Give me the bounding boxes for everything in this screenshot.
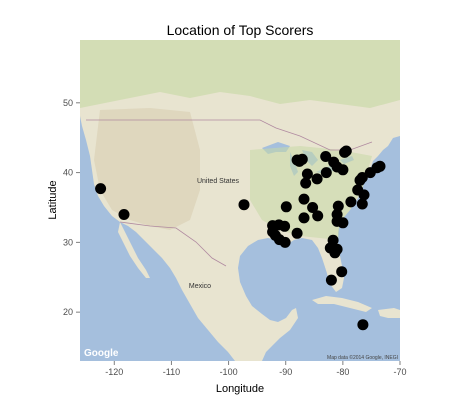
data-point [320, 167, 332, 179]
data-point [267, 226, 279, 238]
data-point [337, 217, 349, 229]
data-point [331, 243, 343, 255]
map-label-mexico: Mexico [189, 283, 211, 290]
data-point [356, 172, 368, 183]
data-point [374, 160, 386, 172]
data-point [357, 319, 369, 331]
vegetation-north [80, 40, 400, 108]
x-axis: -120 -110 -100 -90 -80 -70 [105, 361, 407, 377]
y-axis-title: Latitude [47, 180, 59, 219]
data-point [311, 173, 323, 185]
x-tick-label: -70 [393, 367, 406, 377]
map-label-united-states: United States [197, 178, 240, 185]
land-florida [318, 238, 342, 290]
data-point [95, 183, 107, 195]
x-tick-label: -120 [105, 367, 123, 377]
data-point [345, 196, 357, 208]
y-tick-label: 20 [63, 307, 73, 317]
x-tick-label: -90 [279, 367, 292, 377]
data-point [298, 212, 310, 224]
data-point [325, 274, 337, 286]
y-tick-label: 50 [63, 98, 73, 108]
x-tick-label: -100 [220, 367, 238, 377]
chart-title: Location of Top Scorers [167, 22, 314, 38]
x-tick-label: -110 [163, 367, 180, 377]
data-points [95, 145, 386, 331]
data-point [336, 266, 348, 278]
land-caribbean-islands [378, 308, 400, 318]
data-point [339, 146, 351, 158]
data-point [356, 198, 368, 210]
data-point [332, 200, 344, 212]
data-point [301, 168, 313, 180]
terrain-west [94, 108, 200, 230]
y-axis: 20 30 40 50 [63, 98, 80, 317]
data-point [352, 184, 364, 196]
y-tick-label: 30 [63, 237, 73, 247]
x-axis-title: Longitude [216, 383, 264, 395]
x-tick-label: -80 [336, 367, 349, 377]
data-point [291, 227, 303, 239]
land-baja [118, 222, 150, 278]
data-point [238, 199, 250, 211]
border-us-mexico [119, 221, 227, 267]
gulf-of-california [128, 226, 154, 272]
data-point [296, 153, 308, 165]
data-point [312, 210, 324, 222]
data-point [118, 209, 130, 220]
y-tick-label: 40 [63, 168, 73, 178]
data-point [337, 164, 349, 176]
data-point [300, 177, 312, 189]
data-point [298, 193, 310, 205]
map-credit: Map data ©2014 Google, INEGI [327, 354, 398, 361]
google-watermark: Google [84, 348, 119, 359]
data-point [320, 151, 332, 162]
data-point [307, 202, 319, 213]
land-cuba [312, 296, 372, 312]
data-point [280, 201, 292, 213]
